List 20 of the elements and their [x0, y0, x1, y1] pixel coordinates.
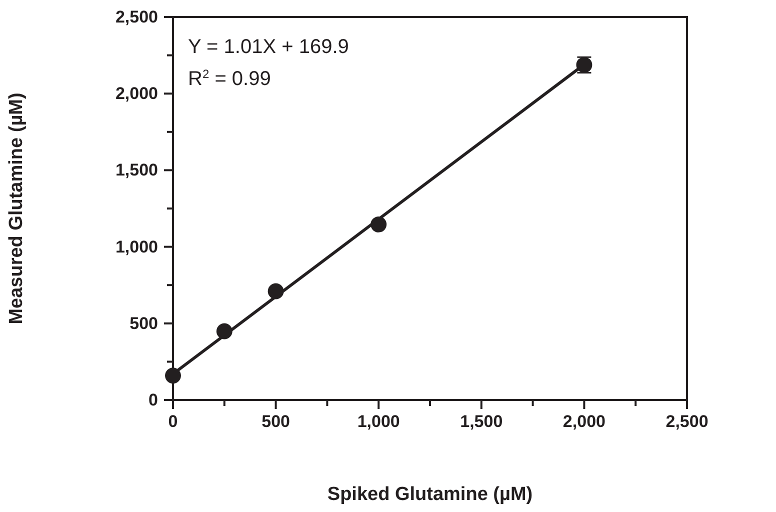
y-axis-title: Measured Glutamine (µM) [6, 92, 27, 324]
annotation: Y = 1.01X + 169.9 [188, 36, 349, 58]
point [165, 368, 181, 384]
x-tick-label: 0 [168, 412, 178, 432]
y-tick-label: 1,000 [115, 237, 158, 256]
point [370, 216, 387, 232]
point [216, 323, 232, 340]
x-tick-label: 500 [262, 412, 290, 432]
y-tick-label: 0 [148, 390, 158, 410]
y-tick-label: 500 [130, 314, 158, 333]
x-tick-label: 2,000 [562, 412, 606, 432]
x-tick-label: 2,500 [666, 412, 708, 432]
x-tick-label: 1,500 [460, 412, 503, 432]
x-tick-label: 1,000 [357, 412, 400, 432]
x-axis-title: Spiked Glutamine (µM) [327, 484, 533, 505]
y-tick-label: 1,500 [115, 160, 158, 180]
y-tick-label: 2,500 [115, 7, 158, 26]
y-tick-label: 2,000 [115, 84, 158, 104]
annotation: R$^{2}$ = 0.99 [188, 67, 271, 90]
point [268, 283, 284, 300]
